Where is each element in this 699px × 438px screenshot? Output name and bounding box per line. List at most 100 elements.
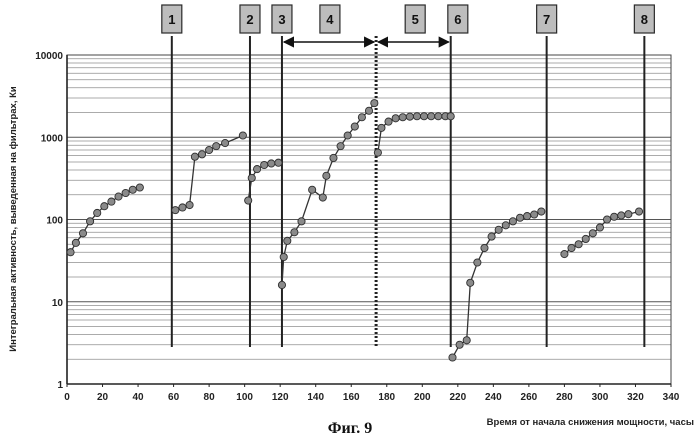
- event-box: 8: [634, 5, 654, 33]
- x-tick-label: 180: [378, 392, 395, 403]
- series-line: [282, 103, 374, 285]
- data-point: [625, 211, 632, 218]
- data-point: [253, 165, 260, 172]
- data-point: [474, 259, 481, 266]
- data-point: [206, 146, 213, 153]
- data-series: [67, 100, 643, 362]
- data-point: [319, 194, 326, 201]
- event-box-label: 7: [543, 12, 550, 27]
- y-tick-label: 10: [52, 298, 64, 309]
- x-tick-label: 120: [272, 392, 289, 403]
- x-tick-label: 320: [627, 392, 644, 403]
- data-point: [213, 143, 220, 150]
- series: [561, 208, 643, 258]
- event-box-label: 2: [246, 12, 253, 27]
- data-point: [502, 222, 509, 229]
- data-point: [284, 237, 291, 244]
- data-point: [86, 218, 93, 225]
- data-point: [275, 159, 282, 166]
- data-point: [596, 224, 603, 231]
- data-point: [374, 149, 381, 156]
- data-point: [561, 250, 568, 257]
- y-tick-label: 1: [57, 380, 63, 391]
- y-tick-label: 1000: [41, 133, 64, 144]
- data-point: [239, 132, 246, 139]
- event-box: 6: [448, 5, 468, 33]
- data-point: [575, 241, 582, 248]
- data-point: [268, 160, 275, 167]
- data-point: [509, 218, 516, 225]
- event-box: 4: [320, 5, 340, 33]
- data-point: [488, 233, 495, 240]
- event-box-label: 5: [412, 12, 419, 27]
- x-tick-label: 200: [414, 392, 431, 403]
- event-box-label: 3: [278, 12, 285, 27]
- data-point: [385, 118, 392, 125]
- data-point: [108, 198, 115, 205]
- event-box: 2: [240, 5, 260, 33]
- x-tick-label: 340: [663, 392, 680, 403]
- event-box-label: 6: [454, 12, 461, 27]
- data-point: [428, 113, 435, 120]
- data-point: [337, 143, 344, 150]
- event-box: 3: [272, 5, 292, 33]
- event-boxes: 1 2 3 4 5 6 7 8: [162, 5, 655, 33]
- data-point: [413, 113, 420, 120]
- series: [172, 132, 247, 214]
- x-tick-label: 40: [132, 392, 144, 403]
- x-axis-title: Время от начала снижения мощности, часы: [487, 417, 694, 428]
- data-point: [495, 226, 502, 233]
- figure-caption: Фиг. 9: [328, 420, 372, 437]
- data-point: [589, 230, 596, 237]
- x-tick-label: 60: [168, 392, 180, 403]
- data-point: [280, 253, 287, 260]
- data-point: [420, 113, 427, 120]
- data-point: [399, 114, 406, 121]
- event-lines: [172, 36, 645, 347]
- event-box-label: 8: [641, 12, 648, 27]
- data-point: [309, 186, 316, 193]
- data-point: [136, 184, 143, 191]
- x-tick-label: 0: [64, 392, 70, 403]
- data-point: [365, 107, 372, 114]
- data-point: [72, 239, 79, 246]
- data-point: [67, 249, 74, 256]
- data-point: [524, 212, 531, 219]
- data-point: [278, 281, 285, 288]
- data-point: [467, 279, 474, 286]
- data-point: [179, 204, 186, 211]
- event-box-label: 1: [168, 12, 175, 27]
- data-point: [449, 354, 456, 361]
- data-point: [456, 341, 463, 348]
- data-point: [481, 244, 488, 251]
- data-point: [582, 235, 589, 242]
- data-point: [635, 208, 642, 215]
- data-point: [323, 172, 330, 179]
- data-point: [392, 115, 399, 122]
- event-box: 1: [162, 5, 182, 33]
- y-tick-label: 10000: [35, 51, 63, 62]
- x-tick-label: 300: [592, 392, 609, 403]
- x-tick-label: 260: [521, 392, 538, 403]
- data-point: [198, 151, 205, 158]
- data-point: [406, 113, 413, 120]
- event-box: 5: [405, 5, 425, 33]
- data-point: [516, 214, 523, 221]
- x-tick-label: 280: [556, 392, 573, 403]
- data-point: [101, 203, 108, 210]
- data-point: [344, 132, 351, 139]
- data-point: [618, 212, 625, 219]
- y-tick-label: 100: [46, 216, 63, 227]
- data-point: [222, 139, 229, 146]
- data-point: [568, 244, 575, 251]
- x-tick-label: 220: [449, 392, 466, 403]
- x-tick-label: 160: [343, 392, 360, 403]
- x-tick-label: 100: [236, 392, 253, 403]
- x-tick-label: 80: [204, 392, 216, 403]
- data-point: [538, 208, 545, 215]
- data-point: [172, 207, 179, 214]
- data-point: [248, 174, 255, 181]
- x-tick-label: 20: [97, 392, 109, 403]
- data-point: [186, 201, 193, 208]
